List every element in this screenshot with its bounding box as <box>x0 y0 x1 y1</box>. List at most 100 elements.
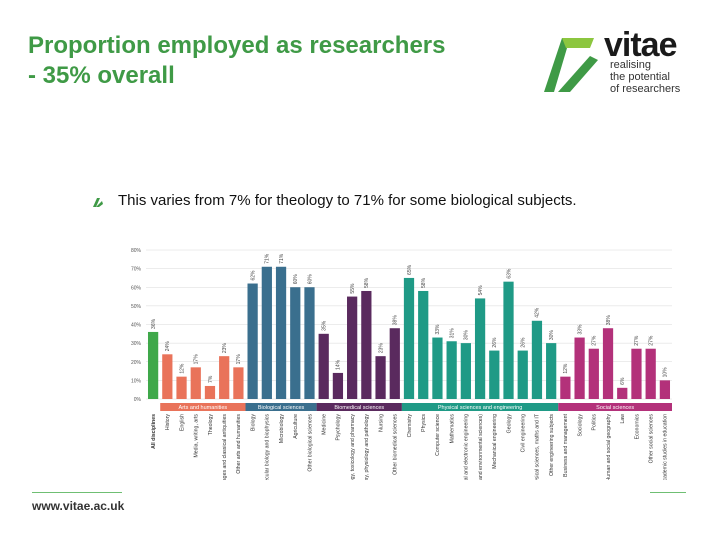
y-tick-label: 30% <box>131 341 142 347</box>
category-label: Sociology <box>577 414 583 437</box>
group-label: Arts and humanities <box>179 405 228 411</box>
category-label: Other engineering subjects <box>549 414 555 476</box>
data-label: 55% <box>350 283 356 294</box>
category-label: Other physical sciences, maths and IT <box>535 413 541 480</box>
data-label: 26% <box>521 337 527 348</box>
data-label: 24% <box>165 341 171 352</box>
bullet-arrow-icon <box>93 198 103 207</box>
bar <box>517 350 528 399</box>
bar <box>389 328 400 399</box>
y-tick-label: 80% <box>131 248 142 254</box>
category-label: Law <box>620 414 626 424</box>
category-label: Media, writing, arts <box>194 414 200 458</box>
group-band <box>160 403 246 411</box>
data-label: 12% <box>179 363 185 374</box>
group-label: Physical sciences and engineering <box>438 405 522 411</box>
bar <box>332 372 344 399</box>
bar <box>347 296 358 399</box>
bar <box>418 290 429 399</box>
footer-divider-left <box>32 492 122 493</box>
category-label: Biology <box>250 414 256 431</box>
bar <box>204 385 216 399</box>
category-label: Academic studies in education <box>663 414 669 480</box>
bar <box>489 350 500 399</box>
category-label: Other biological sciences <box>307 414 313 472</box>
category-label: Anatomy, physiology and pathology <box>364 414 370 480</box>
data-label: 35% <box>322 320 328 331</box>
data-label: 33% <box>577 324 583 335</box>
bar <box>219 356 230 399</box>
bar <box>318 333 329 399</box>
category-label: Psychology <box>336 414 342 441</box>
bar <box>176 376 187 399</box>
category-label: Nursing <box>378 414 384 432</box>
data-label: 71% <box>265 253 271 264</box>
data-label: 71% <box>279 253 285 264</box>
data-label: 30% <box>549 330 555 341</box>
category-label: Business and management <box>563 413 569 476</box>
vitae-logo-mark <box>544 38 598 92</box>
data-label: 63% <box>506 268 512 279</box>
bar <box>261 266 272 399</box>
category-label: Medicine <box>322 414 328 435</box>
data-label: 7% <box>208 375 214 383</box>
bar <box>361 290 372 399</box>
category-label: History <box>165 414 171 431</box>
bullet-text: This varies from 7% for theology to 71% … <box>118 192 577 209</box>
bar <box>403 277 415 399</box>
category-label: Geology <box>506 414 512 434</box>
category-label: Physics <box>421 414 427 432</box>
category-label: Computer science <box>435 414 441 456</box>
logo-green-shape-left <box>544 38 570 92</box>
slide-title-line-2: - 35% overall <box>28 62 175 89</box>
category-label: Mechanical engineering <box>492 414 498 469</box>
bar <box>588 348 599 399</box>
category-label: Agriculture <box>293 414 299 439</box>
category-label: Microbiology <box>279 414 285 444</box>
y-tick-label: 20% <box>131 360 142 366</box>
category-label: Electrical and electronic engineering <box>464 414 470 480</box>
slide-title-line-1: Proportion employed as researchers <box>28 32 446 59</box>
y-tick-label: 70% <box>131 267 142 273</box>
data-label: 33% <box>435 324 441 335</box>
data-label: 23% <box>222 343 228 354</box>
y-tick-label: 10% <box>131 378 142 384</box>
logo-tagline-line-1: realising <box>610 59 651 71</box>
bar <box>602 328 614 399</box>
logo-tagline-line-3: of researchers <box>610 83 681 95</box>
footer-divider-right <box>650 492 686 493</box>
bar <box>233 367 244 399</box>
bar <box>645 348 656 399</box>
bar <box>474 298 486 399</box>
category-label: Other biomedical sciences <box>393 414 399 475</box>
logo-green-shape-right <box>558 56 598 92</box>
y-tick-label: 40% <box>131 323 142 329</box>
bar <box>432 337 443 399</box>
bar <box>147 331 159 399</box>
data-label: 58% <box>364 277 370 288</box>
data-label: 17% <box>236 354 242 365</box>
category-label: Languages and classical antiquities <box>222 414 228 480</box>
footer-url[interactable]: www.vitae.ac.uk <box>32 499 125 513</box>
data-label: 38% <box>393 315 399 326</box>
group-band <box>316 403 402 411</box>
bar <box>659 380 671 399</box>
bar <box>460 343 471 399</box>
group-band <box>558 403 672 411</box>
bar <box>375 356 386 399</box>
group-band <box>245 403 317 411</box>
y-tick-label: 50% <box>131 304 142 310</box>
data-label: 54% <box>478 285 484 296</box>
category-label: Biochemistry, molecular biology and biop… <box>265 414 271 480</box>
logo-green-shape-top <box>562 38 594 48</box>
data-label: 60% <box>293 274 299 285</box>
category-label: Other social sciences <box>648 414 654 464</box>
data-label: 27% <box>592 335 598 346</box>
group-band <box>401 403 559 411</box>
data-label: 14% <box>336 359 342 370</box>
category-label: Chemistry <box>407 414 413 438</box>
data-label: 60% <box>307 274 313 285</box>
data-label: 38% <box>606 315 612 326</box>
category-label: Theology <box>208 414 214 436</box>
data-label: 10% <box>663 367 669 378</box>
